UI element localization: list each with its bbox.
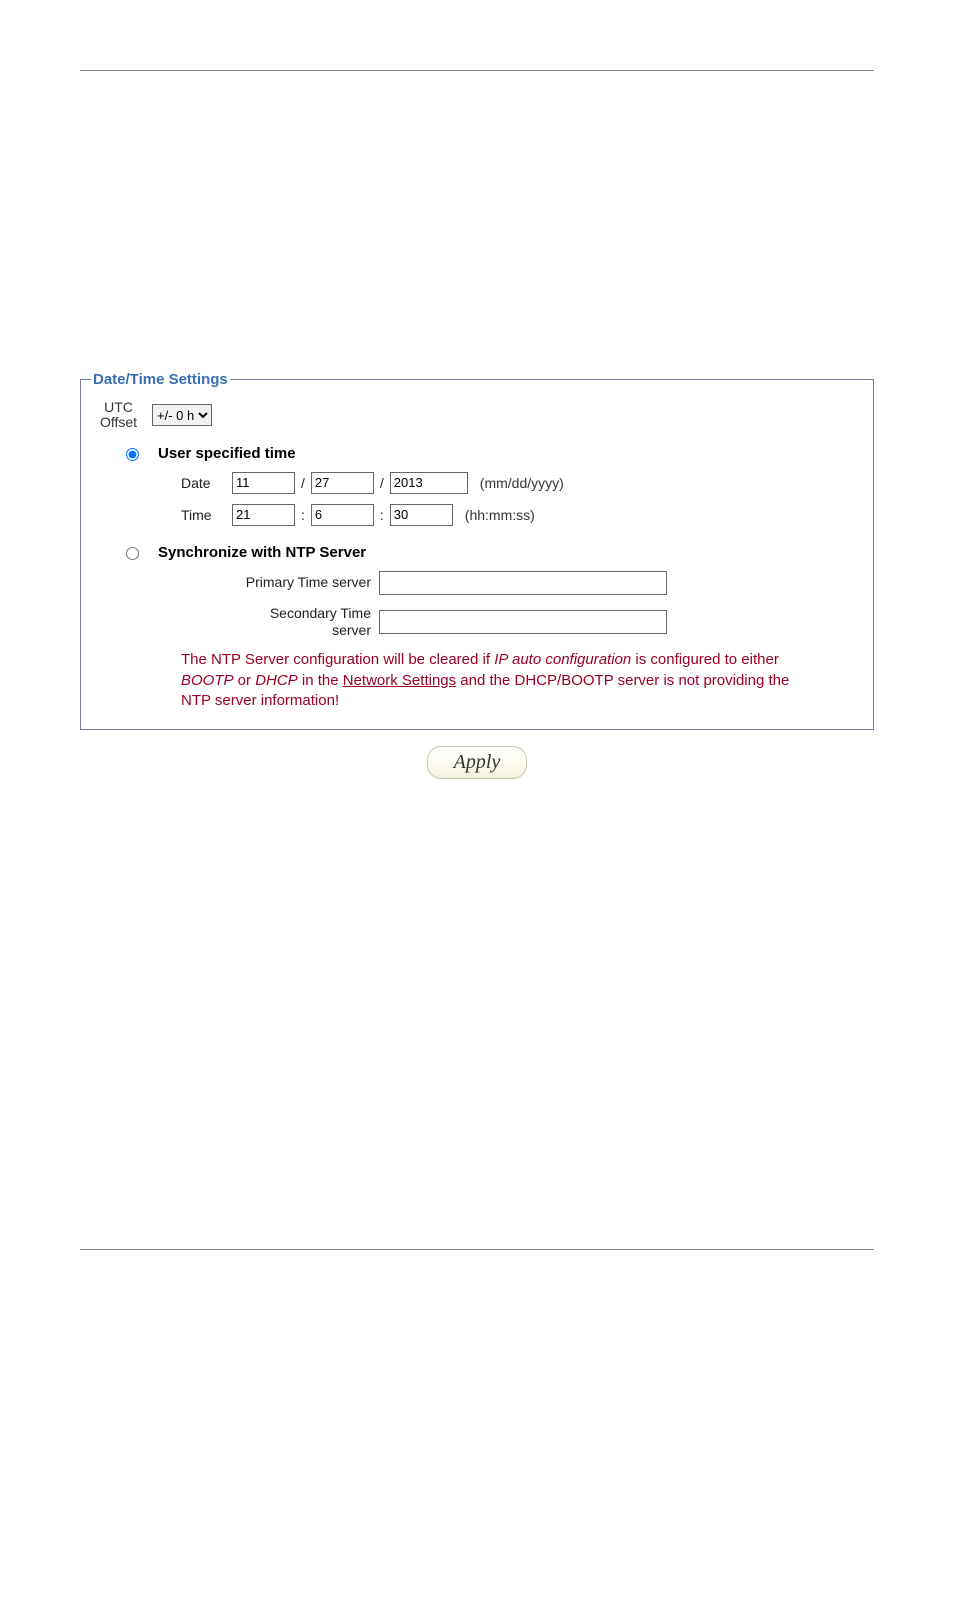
user-time-block: Date / / (mm/dd/yyyy) Time : : (hh:mm:ss… [181, 472, 863, 526]
secondary-ntp-label-l2: server [332, 622, 371, 638]
apply-button-wrap: Apply [80, 746, 874, 779]
utc-label-line2: Offset [100, 414, 137, 430]
network-settings-link[interactable]: Network Settings [343, 672, 456, 689]
ntp-warning-text: The NTP Server configuration will be cle… [181, 650, 801, 711]
primary-ntp-line: Primary Time server [181, 571, 863, 595]
warn-italic2: BOOTP [181, 672, 234, 689]
date-month-input[interactable] [232, 472, 295, 494]
date-hint: (mm/dd/yyyy) [480, 475, 564, 491]
secondary-ntp-line: Secondary Time server [181, 605, 863, 639]
user-specified-radio[interactable] [126, 448, 139, 461]
ntp-sync-radio[interactable] [126, 547, 139, 560]
primary-ntp-input[interactable] [379, 571, 667, 595]
time-sep-1: : [301, 507, 305, 523]
apply-button[interactable]: Apply [427, 746, 528, 779]
ntp-sync-label: Synchronize with NTP Server [158, 544, 366, 561]
utc-offset-label: UTC Offset [91, 400, 146, 431]
secondary-ntp-label: Secondary Time server [181, 605, 379, 639]
primary-ntp-label: Primary Time server [181, 574, 379, 591]
top-divider [80, 70, 874, 71]
warn-pre: The NTP Server configuration will be cle… [181, 651, 494, 668]
secondary-ntp-label-l1: Secondary Time [270, 605, 371, 621]
time-label: Time [181, 507, 226, 523]
time-line: Time : : (hh:mm:ss) [181, 504, 863, 526]
utc-label-line1: UTC [104, 399, 133, 415]
date-year-input[interactable] [390, 472, 468, 494]
warn-italic3: DHCP [255, 672, 298, 689]
fieldset-legend: Date/Time Settings [91, 371, 230, 388]
bottom-divider [80, 1249, 874, 1250]
secondary-ntp-input[interactable] [379, 610, 667, 634]
date-label: Date [181, 475, 226, 491]
time-hour-input[interactable] [232, 504, 295, 526]
date-line: Date / / (mm/dd/yyyy) [181, 472, 863, 494]
user-specified-radio-row: User specified time [121, 445, 863, 462]
date-day-input[interactable] [311, 472, 374, 494]
bottom-spacer [80, 779, 874, 1239]
warn-mid1: is configured to either [631, 651, 779, 668]
warn-mid2: or [234, 672, 256, 689]
ntp-radio-row: Synchronize with NTP Server [121, 544, 863, 561]
warn-mid3: in the [298, 672, 343, 689]
ntp-block: Primary Time server Secondary Time serve… [181, 571, 863, 639]
time-hint: (hh:mm:ss) [465, 507, 535, 523]
date-sep-1: / [301, 475, 305, 491]
date-sep-2: / [380, 475, 384, 491]
warn-italic1: IP auto configuration [494, 651, 631, 668]
datetime-settings-fieldset: Date/Time Settings UTC Offset +/- 0 h Us… [80, 371, 874, 730]
time-sep-2: : [380, 507, 384, 523]
user-specified-label: User specified time [158, 445, 296, 462]
utc-offset-row: UTC Offset +/- 0 h [91, 400, 863, 431]
top-spacer [80, 81, 874, 371]
time-minute-input[interactable] [311, 504, 374, 526]
time-second-input[interactable] [390, 504, 453, 526]
utc-offset-select[interactable]: +/- 0 h [152, 404, 212, 426]
